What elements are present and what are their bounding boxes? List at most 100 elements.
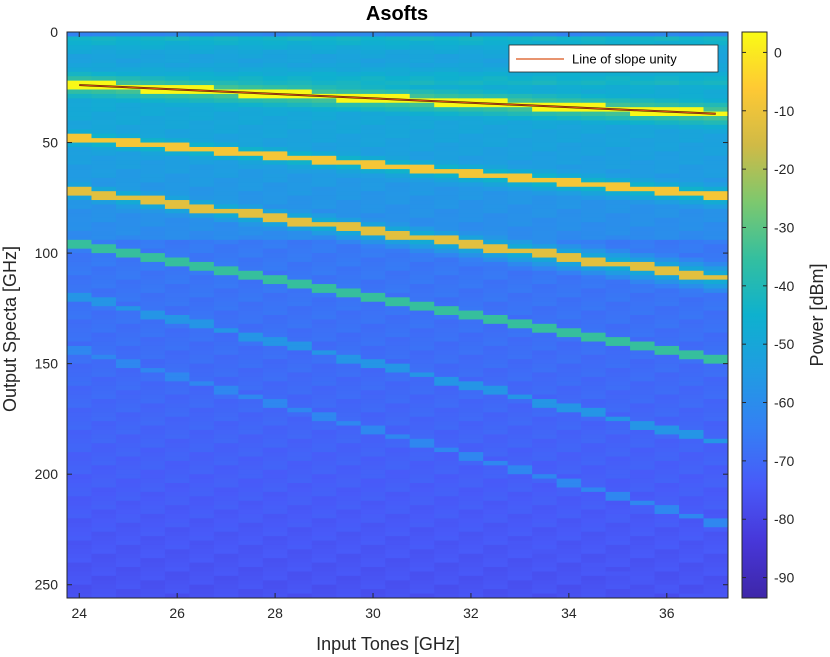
heatmap-cell [532, 403, 558, 409]
heatmap-cell [311, 107, 337, 113]
heatmap-cell [213, 270, 239, 276]
heatmap-cell [67, 138, 93, 144]
heatmap-cell [385, 279, 411, 285]
heatmap-cell [654, 549, 680, 555]
heatmap-cell [336, 54, 362, 60]
heatmap-cell [262, 89, 288, 95]
legend[interactable]: Line of slope unity [508, 44, 719, 73]
heatmap-cell [164, 169, 191, 175]
heatmap-cell [409, 58, 435, 64]
heatmap-cell [91, 416, 117, 422]
heatmap-cell [238, 540, 264, 546]
heatmap-cell [140, 93, 166, 99]
heatmap-cell [238, 76, 264, 82]
heatmap-cell [164, 421, 191, 427]
heatmap-cell [654, 474, 680, 480]
heatmap-cell [336, 45, 362, 51]
heatmap-cell [140, 102, 166, 108]
heatmap-cell [483, 138, 509, 144]
heatmap-cell [287, 536, 313, 542]
heatmap-cell [532, 177, 558, 183]
heatmap-cell [213, 151, 239, 157]
heatmap-cell [336, 385, 362, 391]
heatmap-cell [409, 266, 435, 272]
y-tick-label: 150 [35, 356, 59, 372]
heatmap-cell [434, 226, 460, 232]
heatmap-cell [262, 509, 288, 515]
heatmap-cell [336, 244, 362, 250]
heatmap-cell [262, 483, 288, 489]
heatmap-cell [556, 306, 582, 312]
heatmap-cell [409, 580, 435, 586]
heatmap-cell [262, 261, 288, 267]
heatmap-cell [703, 403, 728, 409]
heatmap-cell [189, 323, 215, 329]
heatmap-cell [213, 425, 239, 431]
heatmap-cell [115, 425, 142, 431]
heatmap-cell [654, 465, 680, 471]
heatmap-cell [115, 341, 142, 347]
heatmap-cell [385, 456, 411, 462]
heatmap-cell [630, 412, 656, 418]
heatmap-cell [336, 129, 362, 135]
heatmap-cell [434, 425, 460, 431]
heatmap-cell [213, 45, 239, 51]
heatmap-cell [287, 518, 313, 524]
heatmap-cell [140, 584, 166, 590]
heatmap-cell [409, 244, 435, 250]
heatmap-cell [605, 266, 631, 272]
heatmap-cell [336, 235, 362, 241]
heatmap-cell [483, 421, 509, 427]
heatmap-cell [115, 310, 142, 316]
heatmap-cell [311, 452, 337, 458]
y-tick-label: 250 [35, 577, 59, 593]
heatmap-cell [336, 518, 362, 524]
heatmap-cell [605, 571, 631, 577]
heatmap-cell [336, 120, 362, 126]
heatmap-cell [115, 120, 142, 126]
heatmap-cell [556, 270, 582, 276]
heatmap-cell [189, 230, 215, 236]
heatmap-cell [164, 443, 191, 449]
heatmap-cell [67, 85, 93, 91]
heatmap-cell [115, 146, 142, 152]
heatmap-cell [654, 270, 680, 276]
heatmap-cell [140, 217, 166, 223]
heatmap-cell [703, 71, 728, 77]
heatmap-cell [605, 527, 631, 533]
heatmap-cell [483, 306, 509, 312]
heatmap-cell [213, 213, 239, 219]
heatmap-cell [556, 385, 582, 391]
heatmap-cell [556, 182, 582, 188]
heatmap-cell [91, 235, 117, 241]
heatmap-cell [262, 518, 288, 524]
heatmap-cell [164, 416, 191, 422]
heatmap-cell [336, 288, 362, 294]
heatmap-cell [556, 107, 582, 113]
heatmap-cell [91, 323, 117, 329]
heatmap-cell [385, 571, 411, 577]
heatmap-cell [605, 301, 631, 307]
heatmap-cell [679, 354, 705, 360]
heatmap-cell [287, 571, 313, 577]
legend-entry: Line of slope unity [572, 52, 677, 67]
heatmap-cell [336, 567, 362, 573]
heatmap-cell [238, 80, 264, 86]
heatmap-cell [532, 310, 558, 316]
heatmap-cell [140, 500, 166, 506]
heatmap-cell [91, 191, 117, 197]
heatmap-cell [581, 297, 607, 303]
heatmap-cell [532, 155, 558, 161]
heatmap-cell [483, 85, 509, 91]
heatmap-cell [164, 226, 191, 232]
heatmap-cell [213, 244, 239, 250]
heatmap-cell [630, 332, 656, 338]
heatmap-cell [532, 513, 558, 519]
heatmap-cell [654, 407, 680, 413]
heatmap-cell [703, 222, 728, 228]
heatmap-cell [140, 288, 166, 294]
heatmap-cell [213, 98, 239, 104]
heatmap-cell [67, 456, 93, 462]
heatmap-cell [409, 385, 435, 391]
heatmap-cell [115, 465, 142, 471]
